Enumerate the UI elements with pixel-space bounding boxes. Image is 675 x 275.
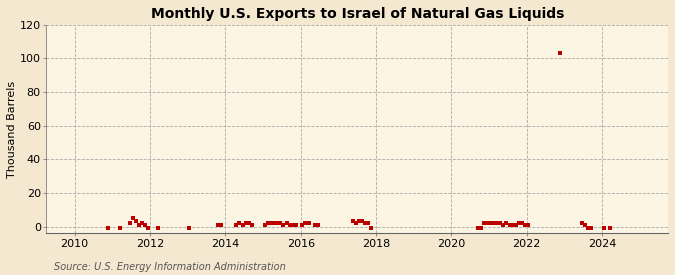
- Point: [265, 221, 276, 226]
- Point: [523, 223, 534, 227]
- Point: [275, 221, 286, 226]
- Point: [598, 226, 609, 230]
- Point: [234, 221, 245, 226]
- Point: [605, 226, 616, 230]
- Point: [510, 223, 521, 227]
- Point: [284, 223, 295, 227]
- Point: [140, 223, 151, 227]
- Point: [231, 223, 242, 227]
- Point: [579, 223, 590, 227]
- Point: [347, 219, 358, 224]
- Point: [360, 221, 371, 226]
- Point: [501, 221, 512, 226]
- Point: [366, 226, 377, 230]
- Point: [215, 223, 226, 227]
- Point: [237, 223, 248, 227]
- Point: [212, 223, 223, 227]
- Point: [479, 221, 490, 226]
- Point: [482, 221, 493, 226]
- Point: [278, 223, 289, 227]
- Point: [586, 226, 597, 230]
- Point: [356, 219, 367, 224]
- Point: [137, 221, 148, 226]
- Point: [130, 219, 141, 224]
- Point: [504, 223, 515, 227]
- Point: [263, 221, 273, 226]
- Point: [143, 226, 154, 230]
- Y-axis label: Thousand Barrels: Thousand Barrels: [7, 81, 17, 178]
- Point: [309, 223, 320, 227]
- Point: [498, 223, 509, 227]
- Point: [134, 223, 144, 227]
- Point: [297, 223, 308, 227]
- Point: [507, 223, 518, 227]
- Point: [554, 51, 565, 56]
- Point: [363, 221, 374, 226]
- Point: [313, 223, 323, 227]
- Point: [472, 226, 483, 230]
- Point: [303, 221, 314, 226]
- Point: [288, 223, 298, 227]
- Point: [153, 226, 163, 230]
- Point: [489, 221, 500, 226]
- Point: [583, 226, 593, 230]
- Point: [495, 221, 506, 226]
- Point: [244, 221, 254, 226]
- Point: [281, 221, 292, 226]
- Point: [184, 226, 194, 230]
- Point: [269, 221, 279, 226]
- Title: Monthly U.S. Exports to Israel of Natural Gas Liquids: Monthly U.S. Exports to Israel of Natura…: [151, 7, 564, 21]
- Point: [300, 221, 310, 226]
- Text: Source: U.S. Energy Information Administration: Source: U.S. Energy Information Administ…: [54, 262, 286, 272]
- Point: [354, 219, 364, 224]
- Point: [350, 221, 361, 226]
- Point: [291, 223, 302, 227]
- Point: [272, 221, 283, 226]
- Point: [240, 221, 251, 226]
- Point: [102, 226, 113, 230]
- Point: [259, 223, 270, 227]
- Point: [520, 223, 531, 227]
- Point: [576, 221, 587, 226]
- Point: [115, 226, 126, 230]
- Point: [476, 226, 487, 230]
- Point: [128, 216, 138, 220]
- Point: [485, 221, 496, 226]
- Point: [124, 221, 135, 226]
- Point: [491, 221, 502, 226]
- Point: [246, 223, 257, 227]
- Point: [516, 221, 527, 226]
- Point: [514, 221, 524, 226]
